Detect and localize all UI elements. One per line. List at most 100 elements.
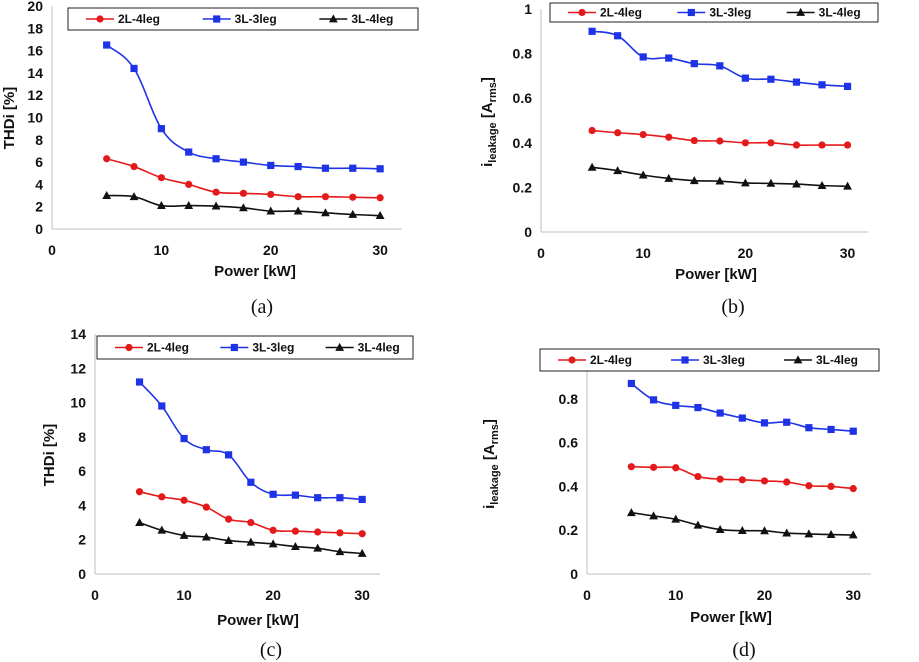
- data-point-3L-4leg: [246, 537, 256, 546]
- y-tick-label: 12: [70, 360, 86, 376]
- y-axis-title-part: ]: [481, 419, 498, 424]
- legend-marker: [793, 355, 803, 364]
- data-point-2L-4leg: [224, 515, 233, 523]
- data-point-3L-3leg: [314, 494, 322, 502]
- y-tick-label: 0.4: [513, 135, 533, 151]
- legend-marker: [335, 342, 345, 351]
- data-point-3L-4leg: [737, 526, 747, 535]
- legend-label: 3L-4leg: [358, 341, 400, 355]
- data-point-3L-4leg: [348, 209, 358, 218]
- panel-caption: (a): [251, 296, 273, 318]
- chart-c: 0 2 4 6 8 10 12 14 0 10 20 30 Power [kW] THDi [%] 2L-4…: [41, 326, 414, 661]
- x-tick-label: 20: [738, 245, 754, 261]
- data-point-3L-3leg: [212, 155, 220, 163]
- legend-marker: [230, 343, 238, 352]
- data-point-3L-4leg: [157, 525, 167, 534]
- x-tick-label: 10: [635, 245, 651, 261]
- legend-label: 3L-3leg: [252, 341, 294, 355]
- data-point-3L-3leg: [224, 451, 233, 459]
- data-point-3L-4leg: [290, 541, 300, 550]
- data-point-3L-3leg: [690, 60, 698, 68]
- data-point-3L-4leg: [843, 181, 852, 190]
- data-point-3L-3leg: [665, 54, 673, 62]
- data-point-2L-4leg: [741, 139, 749, 147]
- y-tick-label: 0.2: [559, 522, 579, 538]
- data-point-3L-4leg: [129, 192, 139, 201]
- y-axis-title: ileakage [Arms]: [481, 419, 501, 509]
- legend-marker: [578, 8, 586, 17]
- data-point-3L-3leg: [180, 434, 188, 443]
- data-point-2L-4leg: [738, 476, 746, 484]
- data-point-3L-3leg: [103, 41, 111, 49]
- data-point-3L-4leg: [715, 176, 725, 185]
- data-point-2L-4leg: [247, 518, 255, 527]
- data-point-3L-3leg: [792, 78, 801, 86]
- data-point-3L-3leg: [267, 161, 275, 170]
- data-point-2L-4leg: [805, 482, 813, 490]
- y-tick-label: 8: [78, 429, 86, 445]
- y-tick-label: 0: [524, 224, 532, 240]
- x-tick-label: 0: [48, 242, 56, 258]
- legend-marker: [213, 15, 221, 23]
- data-point-3L-4leg: [201, 532, 211, 541]
- data-point-2L-4leg: [291, 527, 299, 535]
- data-point-3L-3leg: [135, 378, 144, 386]
- data-point-2L-4leg: [135, 488, 144, 496]
- y-tick-label: 0.6: [513, 90, 533, 106]
- y-axis-title-part: rms: [487, 82, 499, 102]
- y-tick-label: 0: [570, 566, 578, 582]
- y-tick-label: 14: [70, 326, 86, 342]
- y-tick-label: 6: [78, 463, 86, 479]
- data-point-2L-4leg: [349, 193, 357, 201]
- legend-box: [67, 7, 419, 31]
- data-point-2L-4leg: [760, 477, 769, 485]
- data-point-3L-3leg: [738, 414, 746, 422]
- y-tick-label: 1: [524, 1, 532, 17]
- data-point-3L-3leg: [639, 53, 647, 61]
- x-axis-title: Power [kW]: [690, 609, 772, 626]
- y-tick-label: 14: [27, 65, 43, 81]
- data-point-3L-3leg: [157, 125, 165, 133]
- data-point-3L-3leg: [741, 74, 749, 82]
- data-point-3L-4leg: [740, 178, 750, 187]
- data-point-2L-4leg: [767, 139, 775, 147]
- data-point-3L-3leg: [130, 64, 138, 73]
- y-tick-label: 0: [78, 566, 86, 582]
- chart-a: 0 2 4 6 8 10 12 14 16 18 20 0 10 20 30 Power [kW] THDi […: [1, 0, 419, 318]
- data-point-3L-3leg: [185, 148, 193, 156]
- data-point-3L-3leg: [349, 164, 357, 172]
- data-point-2L-4leg: [294, 193, 302, 201]
- legend-label: 3L-4leg: [819, 6, 861, 20]
- data-point-2L-4leg: [627, 463, 635, 471]
- data-point-2L-4leg: [716, 137, 724, 145]
- x-tick-label: 30: [845, 587, 861, 603]
- series-line-3L-3leg: [630, 382, 854, 433]
- data-point-3L-4leg: [224, 535, 233, 544]
- data-point-2L-4leg: [694, 472, 702, 481]
- legend-label: 2L-4leg: [590, 353, 632, 367]
- data-point-2L-4leg: [185, 180, 193, 188]
- y-axis-title-part: leakage: [489, 464, 501, 504]
- x-tick-label: 0: [537, 245, 545, 261]
- y-axis-title-part: ]: [479, 77, 496, 82]
- data-point-3L-4leg: [671, 514, 681, 523]
- data-point-2L-4leg: [202, 503, 210, 511]
- y-axis-title: THDi [%]: [41, 424, 58, 487]
- data-point-3L-3leg: [716, 62, 724, 70]
- x-tick-label: 0: [583, 587, 591, 603]
- data-point-2L-4leg: [239, 189, 248, 197]
- data-point-3L-4leg: [664, 173, 674, 182]
- data-point-3L-3leg: [627, 379, 635, 388]
- data-point-3L-4leg: [766, 178, 776, 187]
- y-axis-title-part: [A: [479, 102, 496, 122]
- data-point-3L-3leg: [767, 75, 775, 83]
- data-point-3L-4leg: [782, 528, 792, 537]
- y-tick-label: 4: [35, 176, 43, 192]
- x-tick-label: 30: [840, 245, 856, 261]
- data-point-3L-3leg: [321, 164, 330, 172]
- data-point-2L-4leg: [130, 162, 138, 171]
- data-point-2L-4leg: [358, 530, 366, 538]
- data-point-2L-4leg: [792, 141, 801, 149]
- data-point-2L-4leg: [157, 174, 165, 182]
